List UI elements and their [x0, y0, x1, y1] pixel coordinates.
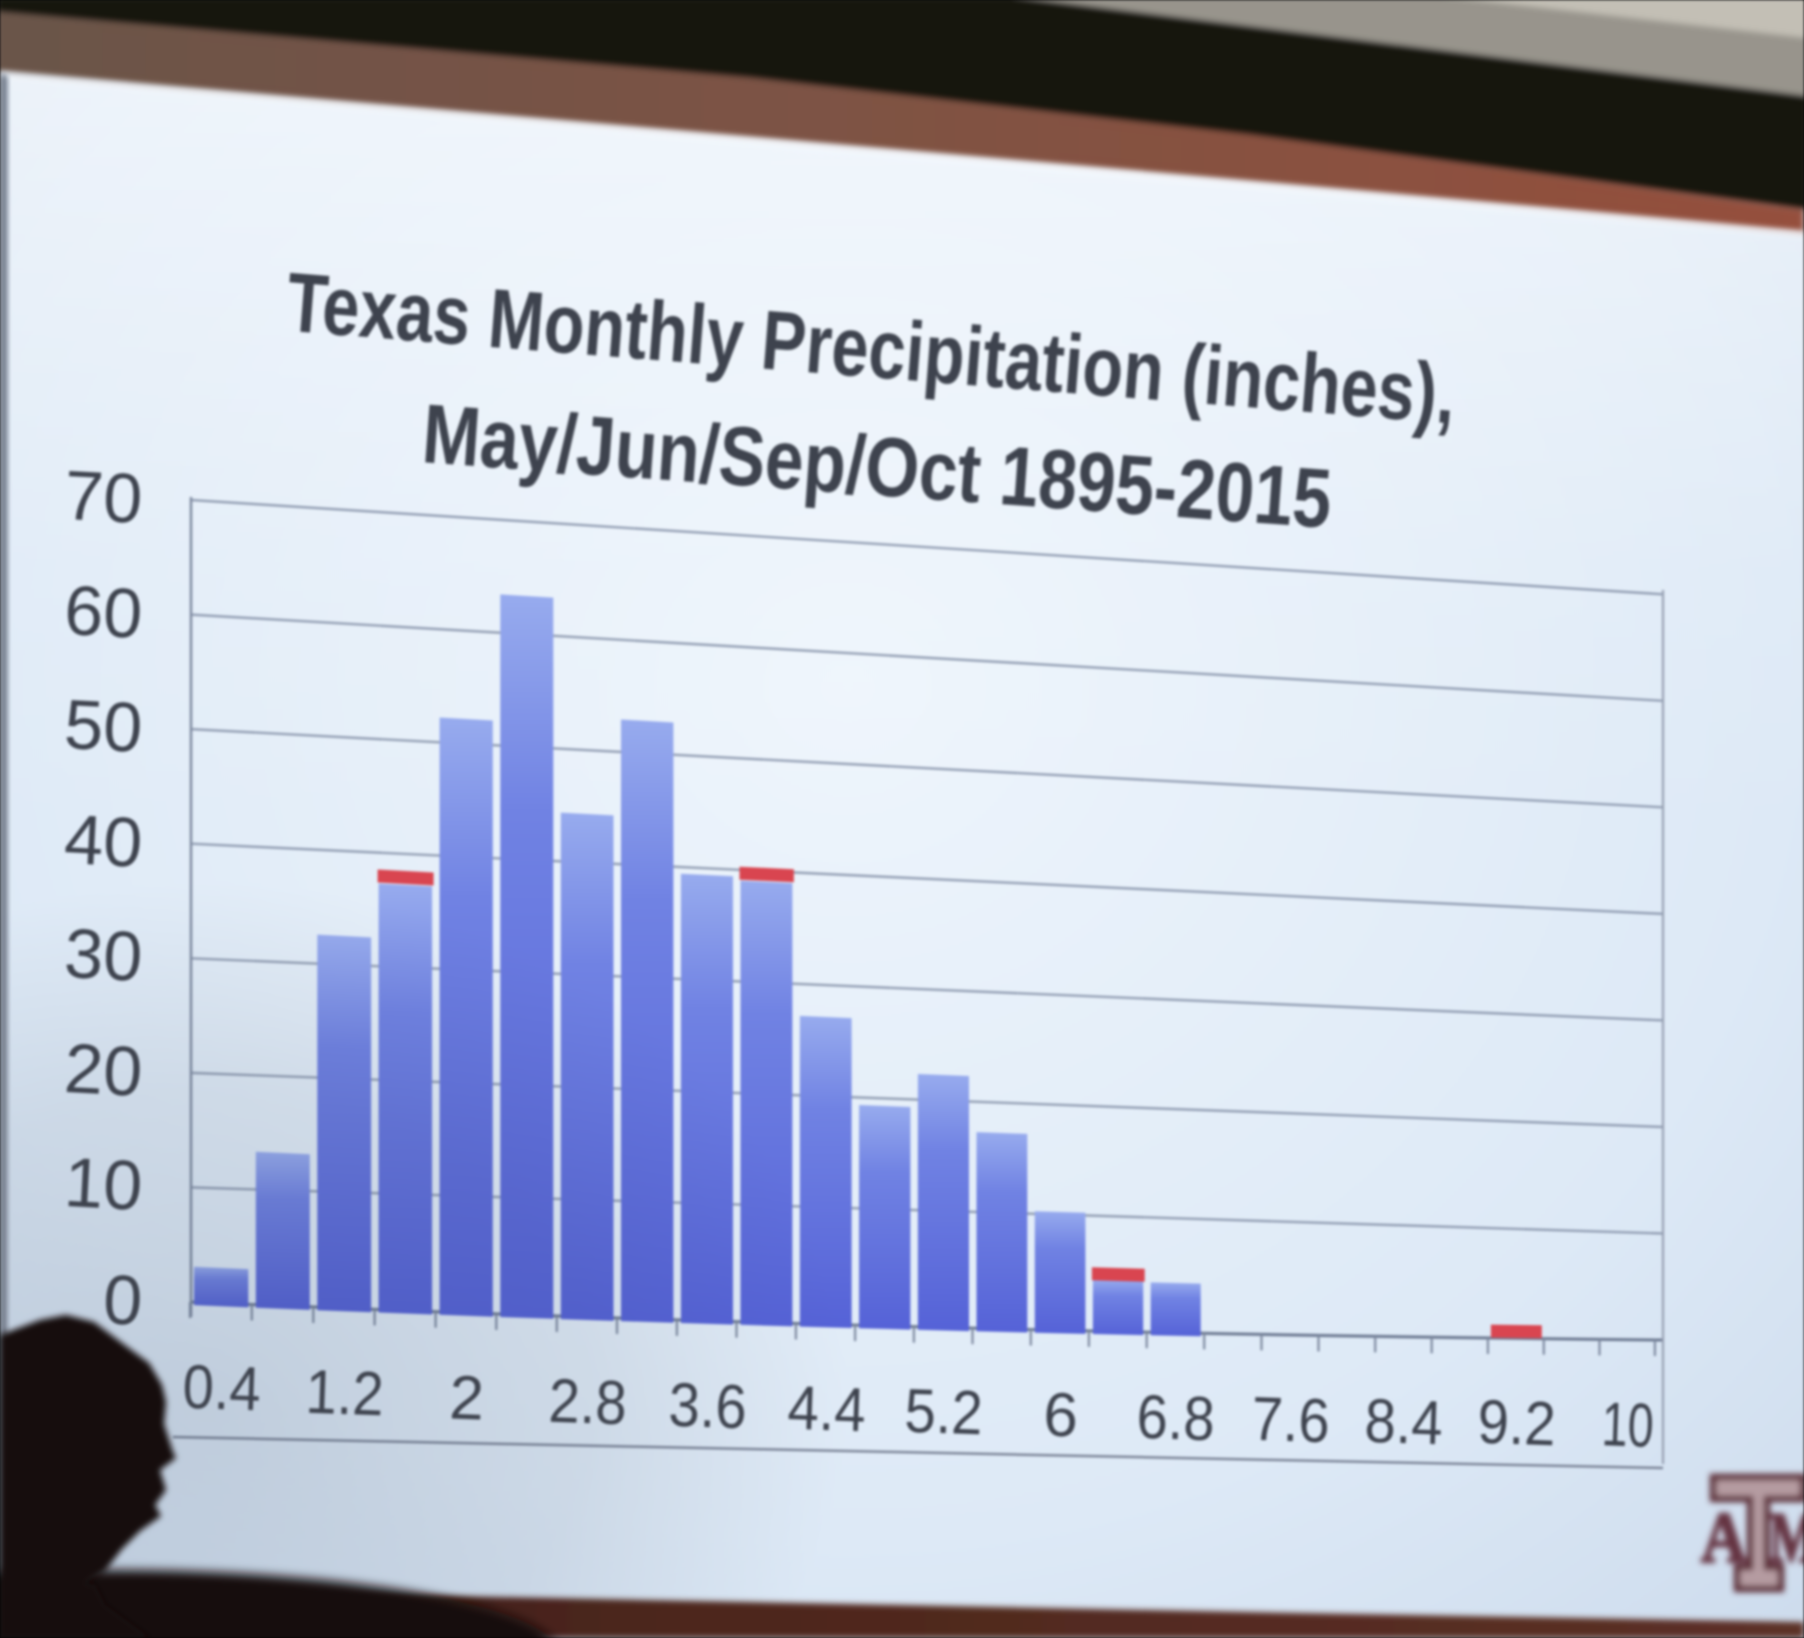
svg-text:30: 30	[62, 914, 144, 996]
svg-text:4.4: 4.4	[787, 1374, 867, 1446]
svg-text:10: 10	[62, 1143, 144, 1225]
svg-text:10: 10	[1601, 1390, 1655, 1461]
svg-text:A: A	[1701, 1498, 1747, 1578]
svg-text:1.2: 1.2	[305, 1358, 385, 1430]
svg-text:6: 6	[1042, 1380, 1079, 1450]
svg-text:40: 40	[62, 800, 144, 882]
svg-text:8.4: 8.4	[1364, 1387, 1444, 1459]
svg-text:6.8: 6.8	[1136, 1383, 1216, 1455]
svg-text:7.6: 7.6	[1251, 1385, 1331, 1457]
svg-text:3.6: 3.6	[668, 1371, 748, 1443]
svg-text:5.2: 5.2	[904, 1377, 984, 1449]
svg-text:0: 0	[101, 1260, 144, 1340]
svg-text:70: 70	[62, 456, 144, 538]
svg-text:9.2: 9.2	[1477, 1388, 1557, 1460]
svg-text:20: 20	[62, 1029, 144, 1111]
svg-text:2: 2	[448, 1363, 485, 1433]
svg-text:50: 50	[62, 685, 144, 767]
svg-text:M: M	[1769, 1498, 1804, 1578]
svg-text:2.8: 2.8	[548, 1367, 628, 1439]
svg-text:60: 60	[62, 571, 144, 653]
svg-text:0.4: 0.4	[182, 1353, 262, 1425]
